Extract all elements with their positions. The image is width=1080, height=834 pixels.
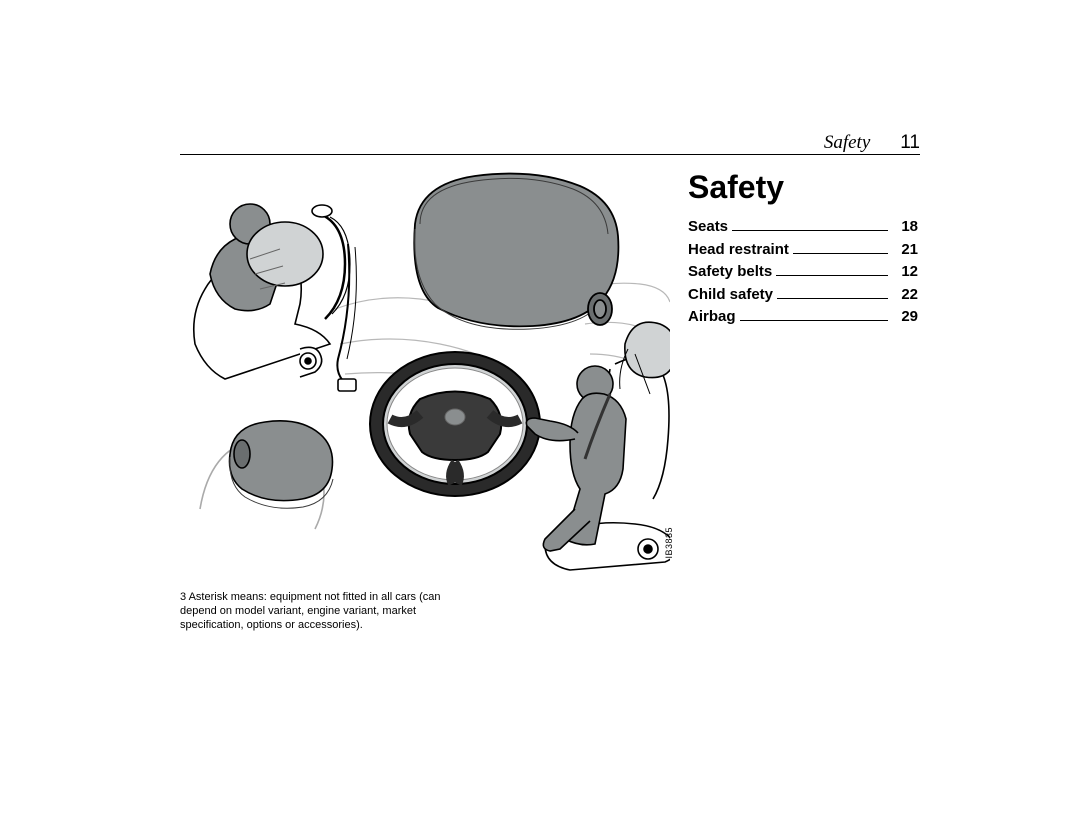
toc-page: 22	[892, 284, 918, 307]
footnote-marker: 3	[180, 591, 186, 603]
page-content: Safety 11	[180, 158, 920, 632]
toc-row: Safety belts 12	[688, 261, 918, 284]
safety-illustration: IB3835	[180, 169, 670, 579]
header-section-label: Safety	[824, 132, 870, 154]
toc-page: 12	[892, 261, 918, 284]
toc-leader	[732, 230, 888, 231]
header-rule	[180, 154, 920, 155]
toc-label: Safety belts	[688, 261, 772, 284]
toc-column: Safety Seats 18 Head restraint 21 Safety…	[688, 169, 918, 632]
toc-row: Seats 18	[688, 216, 918, 239]
content-row: IB3835 3 Asterisk means: equipment not f…	[180, 169, 920, 632]
toc-leader	[777, 298, 888, 299]
page-header: Safety 11	[180, 132, 920, 154]
toc-label: Seats	[688, 216, 728, 239]
toc-label: Head restraint	[688, 239, 789, 262]
toc-row: Airbag 29	[688, 306, 918, 329]
toc-leader	[740, 320, 888, 321]
toc-page: 21	[892, 239, 918, 262]
toc-label: Airbag	[688, 306, 736, 329]
illustration-column: IB3835 3 Asterisk means: equipment not f…	[180, 169, 670, 632]
toc-label: Child safety	[688, 284, 773, 307]
footnote: 3 Asterisk means: equipment not fitted i…	[180, 591, 480, 632]
header-page-number: 11	[900, 132, 920, 154]
footnote-text: Asterisk means: equipment not fitted in …	[180, 591, 440, 631]
chapter-title: Safety	[688, 169, 918, 206]
toc-row: Child safety 22	[688, 284, 918, 307]
toc-page: 18	[892, 216, 918, 239]
toc-row: Head restraint 21	[688, 239, 918, 262]
toc-page: 29	[892, 306, 918, 329]
illustration-code: IB3835	[664, 527, 674, 559]
toc-leader	[793, 253, 888, 254]
toc-leader	[776, 275, 888, 276]
